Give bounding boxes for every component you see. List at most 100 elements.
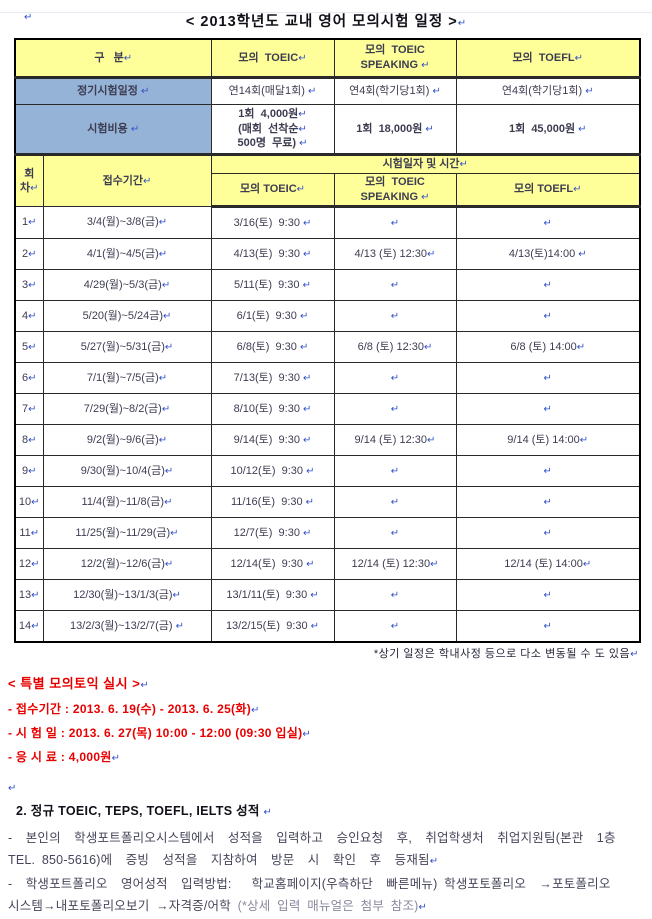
paragraph-mark: ↵ (161, 403, 171, 415)
paragraph-mark: ↵ (429, 856, 439, 868)
paragraph-mark: ↵ (30, 183, 39, 195)
special-exam-date: - 시 험 일 : 2013. 6. 27(목) 10:00 - 12:00 (… (8, 726, 312, 741)
schedule-row: 12↵ 12/2(월)~12/6(금)↵ 12/14(토) 9:30 ↵ 12/14 … (14, 548, 641, 581)
paragraph-mark: ↵ (427, 248, 436, 260)
schedule-subheader-row-2: 모의 TOEIC↵ 모의 TOEIC SPEAKING ↵ 모의 TOEFL↵ (15, 172, 641, 209)
paragraph-mark: ↵ (390, 403, 400, 415)
paragraph-mark: ↵ (582, 558, 592, 570)
round-cell: 13↵ (14, 579, 44, 612)
paragraph-mark: ↵ (578, 123, 587, 135)
subheader-round: 회 차↵ (14, 153, 44, 208)
period-cell: 12/30(월)~13/1/3(금)↵ (42, 579, 212, 612)
paragraph-mark: ↵ (305, 496, 315, 508)
paragraph-mark: ↵ (390, 496, 400, 508)
col-header-mock-toeic: 모의 TOEIC↵ (210, 38, 335, 79)
paragraph-mark: ↵ (543, 620, 552, 632)
col-header-category: 구 분↵ (14, 38, 212, 79)
subheader-mock-toefl: 모의 TOEFL↵ (455, 172, 641, 209)
paragraph-mark: ↵ (390, 372, 400, 384)
paragraph-mark: ↵ (28, 341, 37, 353)
paragraph-mark: ↵ (24, 12, 32, 23)
paragraph-mark: ↵ (302, 729, 312, 741)
paragraph-mark: ↵ (28, 403, 37, 415)
paragraph-mark: ↵ (303, 248, 312, 260)
paragraph-mark: ↵ (306, 465, 315, 477)
toefl-cell: ↵ (455, 455, 641, 488)
round-cell: 8↵ (14, 424, 44, 457)
paragraph-mark: ↵ (576, 341, 586, 353)
paragraph-mark: ↵ (390, 620, 400, 632)
paragraph-mark: ↵ (306, 558, 315, 570)
toefl-cell: ↵ (455, 486, 641, 519)
paragraph-mark: ↵ (28, 372, 37, 384)
round-cell: 10↵ (14, 486, 44, 519)
regular-exam-schedule-row: 정기시험일정 ↵ 연14회(매달1회) ↵ 연4회(학기당1회) ↵ 연4회(학… (14, 77, 641, 105)
paragraph-mark: ↵ (164, 558, 174, 570)
toeic-cell: 5/11(토) 9:30 ↵ (210, 269, 335, 302)
paragraph-mark: ↵ (251, 705, 260, 717)
speaking-cell: 9/14 (토) 12:30↵ (333, 424, 457, 457)
period-cell: 11/25(월)~11/29(금)↵ (42, 517, 212, 550)
blank-paragraph: ↵ (8, 778, 652, 794)
schedule-row: 13↵ 12/30(월)~13/1/3(금)↵ 13/1/11(토) 9:30 ↵ ↵… (14, 579, 641, 612)
paragraph-mark: ↵ (390, 279, 400, 291)
schedule-row: 3↵ 4/29(월)~5/3(금)↵ 5/11(토) 9:30 ↵ ↵ ↵ (14, 269, 641, 302)
speaking-cell: ↵ (333, 269, 457, 302)
speaking-cell: ↵ (333, 455, 457, 488)
official-scores-section: 2. 정규 TOEIC, TEPS, TOEFL, IELTS 성적 ↵ - 본… (8, 800, 644, 919)
toeic-cell: 10/12(토) 9:30 ↵ (210, 455, 335, 488)
paragraph-mark: ↵ (299, 138, 308, 150)
toefl-cell: 4/13(토)14:00 ↵ (455, 238, 641, 271)
portfolio-instructions-note: (*상세 입력 매뉴얼은 첨부 참조)↵ (237, 899, 428, 914)
period-cell: 11/4(월)~11/8(금)↵ (42, 486, 212, 519)
paragraph-mark: ↵ (31, 558, 40, 570)
paragraph-mark: ↵ (164, 465, 174, 477)
toeic-cell: 7/13(토) 9:30 ↵ (210, 362, 335, 395)
paragraph-mark: ↵ (158, 372, 168, 384)
official-scores-paragraph-2: - 학생포트폴리오 영어성적 입력방법: 학교홈페이지(우측하단 빠른메뉴) 학… (8, 873, 644, 919)
paragraph-mark: ↵ (31, 589, 40, 601)
period-cell: 12/2(월)~12/6(금)↵ (42, 548, 212, 581)
paragraph-mark: ↵ (390, 527, 400, 539)
schedule-row: 8↵ 9/2(월)~9/6(금)↵ 9/14(토) 9:30 ↵ 9/14 (토) 1… (14, 424, 641, 457)
paragraph-mark: ↵ (427, 434, 436, 446)
period-cell: 4/29(월)~5/3(금)↵ (42, 269, 212, 302)
table-header-row: 구 분↵ 모의 TOEIC↵ 모의 TOEIC SPEAKING ↵ 모의 TOE… (14, 38, 641, 79)
paragraph-mark: ↵ (28, 279, 37, 291)
period-cell: 7/29(월)~8/2(금)↵ (42, 393, 212, 426)
speaking-cell: 4/13 (토) 12:30↵ (333, 238, 457, 271)
paragraph-mark: ↵ (8, 783, 17, 795)
exam-schedule-table: 구 분↵ 모의 TOEIC↵ 모의 TOEIC SPEAKING ↵ 모의 TOE… (14, 38, 641, 644)
special-section-heading: < 특별 모의토익 실시 >↵ (8, 676, 150, 692)
paragraph-mark: ↵ (158, 248, 168, 260)
period-cell: 13/2/3(월)~13/2/7(금) ↵ (42, 610, 212, 643)
subheader-mock-toeic-speaking: 모의 TOEIC SPEAKING ↵ (333, 172, 457, 209)
official-scores-paragraph-1: - 본인의 학생포트폴리오시스템에서 성적을 입력하고 승인요청 후, 취업학생… (8, 831, 616, 868)
period-cell: 4/1(월)~4/5(금)↵ (42, 238, 212, 271)
speaking-cell: ↵ (333, 362, 457, 395)
paragraph-mark: ↵ (543, 527, 552, 539)
paragraph-mark: ↵ (630, 649, 639, 661)
period-cell: 9/30(월)~10/4(금)↵ (42, 455, 212, 488)
paragraph-mark: ↵ (28, 248, 37, 260)
round-cell: 5↵ (14, 331, 44, 364)
schedule-row: 6↵ 7/1(월)~7/5(금)↵ 7/13(토) 9:30 ↵ ↵ ↵ (14, 362, 641, 395)
paragraph-mark: ↵ (172, 589, 181, 601)
toefl-cell: 6/8 (토) 14:00↵ (455, 331, 641, 364)
paragraph-mark: ↵ (303, 372, 312, 384)
paragraph-mark: ↵ (28, 310, 37, 322)
schedule-footnote: *상기 일정은 학내사정 등으로 다소 변동될 수 도 있음↵ (373, 648, 639, 661)
regular-schedule-toefl: 연4회(학기당1회) ↵ (455, 77, 641, 105)
schedule-row: 2↵ 4/1(월)~4/5(금)↵ 4/13(토) 9:30 ↵ 4/13 (토) 1… (14, 238, 641, 271)
fee-speaking: 1회 18,000원 ↵ (333, 104, 457, 156)
round-cell: 9↵ (14, 455, 44, 488)
toeic-cell: 13/1/11(토) 9:30 ↵ (210, 579, 335, 612)
paragraph-mark: ↵ (298, 109, 307, 121)
toefl-cell: ↵ (455, 517, 641, 550)
paragraph-mark: ↵ (579, 434, 589, 446)
paragraph-mark: ↵ (143, 175, 152, 187)
special-registration-period: - 접수기간 : 2013. 6. 19(수) - 2013. 6. 25(화)… (8, 702, 260, 717)
period-cell: 7/1(월)~7/5(금)↵ (42, 362, 212, 395)
paragraph-mark: ↵ (8, 783, 16, 794)
round-cell: 4↵ (14, 300, 44, 333)
